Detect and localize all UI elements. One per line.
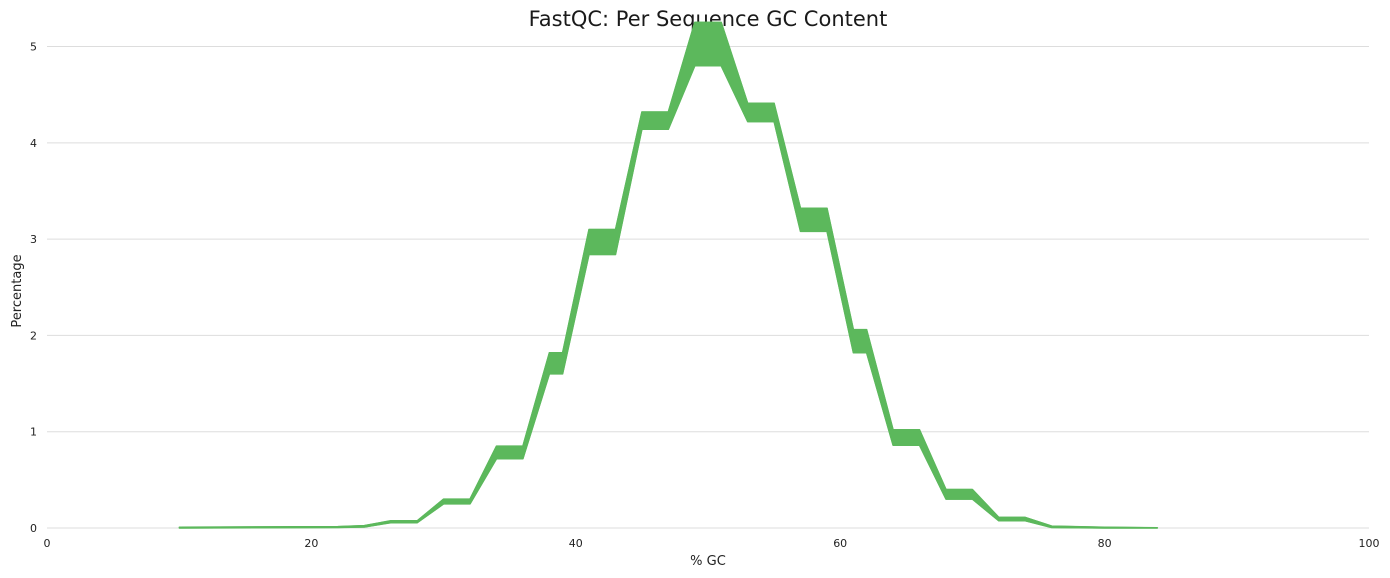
x-axis-ticks: 0 20 40 60 80 100 [44, 537, 1380, 550]
x-tick-label: 80 [1098, 537, 1112, 550]
y-tick-label: 4 [30, 137, 37, 150]
x-tick-label: 0 [44, 537, 51, 550]
series-area [178, 21, 1159, 529]
y-tick-label: 0 [30, 522, 37, 535]
x-axis-label: % GC [690, 554, 726, 569]
gc-distribution-band [178, 21, 1159, 529]
x-tick-label: 40 [569, 537, 583, 550]
y-axis-ticks: 0 1 2 3 4 5 [30, 41, 37, 535]
y-tick-label: 3 [30, 233, 37, 246]
y-tick-label: 1 [30, 426, 37, 439]
y-axis-label: Percentage [10, 254, 25, 327]
gc-lower-line [179, 65, 1158, 529]
y-tick-label: 2 [30, 329, 37, 342]
x-tick-label: 100 [1359, 537, 1380, 550]
x-tick-label: 20 [304, 537, 318, 550]
y-tick-label: 5 [30, 41, 37, 54]
gc-upper-line [179, 21, 1158, 529]
x-tick-label: 60 [833, 537, 847, 550]
gridlines [47, 46, 1369, 529]
